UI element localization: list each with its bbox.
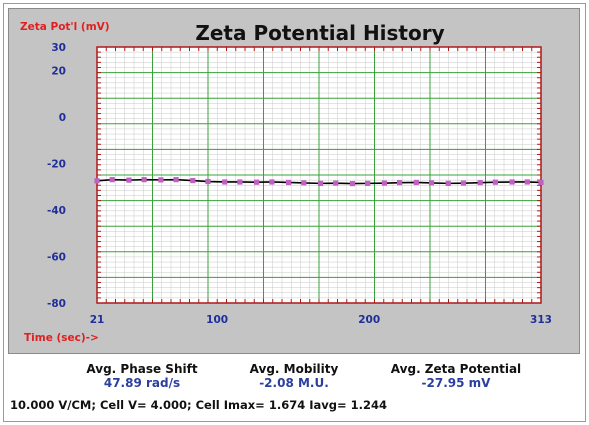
phase-shift-label: Avg. Phase Shift	[86, 362, 198, 376]
data-point	[301, 180, 307, 186]
data-point	[509, 179, 515, 185]
x-tick-label: 313	[530, 314, 552, 326]
stat-mobility: Avg. Mobility -2.08 M.U.	[204, 362, 384, 390]
y-tick-label: -60	[47, 251, 66, 263]
data-point	[396, 180, 403, 186]
chart-title: Zeta Potential History	[195, 21, 444, 45]
data-point	[524, 179, 530, 185]
x-axis-title: Time (sec)->	[24, 332, 99, 344]
stats-row: Avg. Phase Shift 47.89 rad/s Avg. Mobili…	[0, 360, 589, 394]
data-point	[126, 177, 132, 183]
stat-zeta-potential: Avg. Zeta Potential -27.95 mV	[366, 362, 546, 390]
x-tick-label: 200	[358, 314, 380, 326]
data-point	[205, 178, 211, 185]
data-point	[173, 177, 179, 183]
data-point	[428, 180, 435, 186]
data-point	[477, 180, 483, 186]
data-point	[445, 180, 451, 186]
data-point	[317, 180, 324, 186]
phase-shift-value: 47.89 rad/s	[103, 376, 181, 390]
y-tick-label: -80	[47, 298, 66, 310]
y-tick-label: 20	[51, 65, 66, 77]
data-point	[190, 177, 196, 184]
x-tick-label: 21	[90, 314, 105, 326]
data-point	[365, 180, 371, 186]
cell-parameters-footer: 10.000 V/CM; Cell V= 4.000; Cell Imax= 1…	[10, 398, 387, 412]
y-tick-label: 30	[51, 42, 66, 54]
y-axis-title: Zeta Pot'l (mV)	[20, 21, 110, 33]
zeta-value: -27.95 mV	[421, 376, 491, 390]
x-tick-labels: 21 100 200 313	[90, 314, 552, 326]
data-point	[460, 180, 467, 186]
data-point	[538, 179, 544, 186]
data-point	[94, 178, 100, 184]
data-point	[492, 179, 498, 185]
y-tick-label: 0	[59, 112, 66, 124]
data-point	[349, 181, 356, 187]
y-tick-label: -40	[47, 205, 66, 217]
series-zeta-potential	[94, 177, 544, 187]
data-point	[109, 177, 115, 183]
plot-border	[96, 46, 542, 304]
data-point	[141, 177, 147, 183]
data-point	[269, 179, 275, 185]
mobility-value: -2.08 M.U.	[259, 376, 329, 390]
data-point	[254, 179, 260, 185]
y-tick-label: -20	[47, 158, 66, 170]
stat-phase-shift: Avg. Phase Shift 47.89 rad/s	[52, 362, 232, 390]
x-tick-label: 100	[206, 314, 228, 326]
data-point	[413, 179, 419, 186]
major-grid	[97, 47, 541, 303]
mobility-label: Avg. Mobility	[249, 362, 339, 376]
zeta-label: Avg. Zeta Potential	[390, 362, 522, 376]
data-point	[158, 177, 164, 183]
data-point	[237, 179, 243, 185]
data-point	[381, 180, 387, 186]
data-point	[333, 180, 339, 186]
data-point	[222, 179, 228, 185]
data-point	[285, 179, 292, 186]
y-tick-labels: 30 20 0 -20 -40 -60 -80	[47, 42, 66, 310]
